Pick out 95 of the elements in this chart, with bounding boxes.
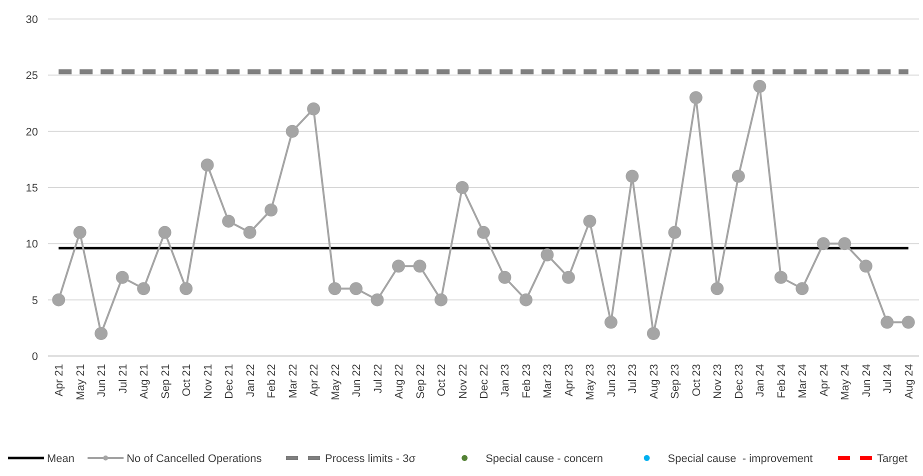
legend-label: Mean [47,453,75,465]
point [902,316,915,329]
x-tick-label: Mar 24 [797,364,810,398]
x-tick-label: Feb 23 [520,364,533,398]
point [94,327,108,340]
x-tick-label: May 23 [584,364,597,400]
x-tick-label: Jan 22 [244,364,257,398]
x-tick-label: Feb 22 [266,364,278,398]
y-tick-label: 10 [26,238,38,251]
x-tick-label: Jan 23 [500,364,512,398]
point [646,327,660,340]
point [880,316,894,329]
x-tick-label: Aug 22 [394,364,406,399]
x-tick-label: Jan 24 [754,364,767,398]
point [838,237,852,250]
point [158,226,172,239]
x-tick-label: Jun 22 [351,364,364,398]
x-tick-label: Aug 24 [903,364,916,399]
point [307,102,320,116]
x-tick-label: Apr 22 [308,364,321,396]
point [243,226,256,239]
point [328,282,342,296]
point [562,270,575,284]
x-tick-label: May 24 [840,364,852,400]
x-tick-label: Jun 23 [606,364,618,398]
x-tick-label: Jul 23 [627,364,640,394]
point [626,170,639,183]
x-tick-label: Mar 22 [287,364,300,398]
legend-label: Process limits - 3σ [325,453,416,465]
legend-label: Special cause - improvement [668,453,813,465]
legend-label: No of Cancelled Operations [126,453,262,465]
x-tick-label: Dec 21 [224,364,236,399]
x-tick-label: Jun 24 [860,364,873,398]
point [370,293,384,306]
point [286,124,299,138]
x-tick-label: Sep 22 [414,364,427,399]
x-tick-label: Sep 21 [160,364,172,399]
point [52,293,66,306]
y-tick-label: 25 [26,70,38,82]
point [498,270,512,284]
y-tick-label: 5 [32,294,38,307]
x-tick-label: Dec 22 [478,364,490,399]
x-tick-label: Jul 21 [117,364,130,394]
point [116,270,129,284]
x-tick-label: Aug 21 [138,364,151,399]
x-tick-label: Aug 23 [648,364,660,399]
point [583,214,596,228]
x-tick-label: Mar 23 [542,364,554,398]
x-tick-label: Apr 21 [54,364,66,396]
x-tick-label: Nov 23 [712,364,724,399]
legend-label: Special cause - concern [486,453,604,465]
y-tick-label: 20 [26,126,38,138]
x-tick-label: Dec 23 [733,364,746,399]
point [668,226,682,239]
x-tick-label: Jul 22 [372,364,384,394]
x-tick-label: May 21 [74,364,87,400]
x-tick-label: May 22 [330,364,342,400]
point [477,226,490,239]
point [413,260,426,273]
y-tick-label: 0 [32,351,38,363]
x-tick-label: Oct 21 [181,364,194,396]
point [264,203,278,216]
x-tick-label: Jul 24 [882,364,894,394]
y-tick-label: 30 [26,14,38,26]
x-tick-label: Nov 21 [202,364,214,399]
point [137,282,150,296]
point [710,282,724,296]
x-tick-label: Apr 24 [818,364,830,396]
point [753,80,766,93]
point [774,270,788,284]
point [392,260,406,273]
point [350,282,363,296]
point [73,226,86,239]
point [796,282,809,296]
point [732,170,745,183]
point [222,214,236,228]
point [816,237,830,250]
x-tick-label: Jun 21 [96,364,108,398]
point [604,316,618,329]
x-tick-label: Oct 23 [690,364,703,396]
legend-label: Target [877,453,908,465]
x-tick-label: Sep 23 [670,364,682,399]
point [200,158,214,172]
point [180,282,193,296]
x-tick-label: Oct 22 [436,364,448,396]
point [434,293,448,306]
point [519,293,532,306]
x-tick-label: Nov 22 [457,364,470,399]
point [456,181,469,194]
y-tick-label: 15 [26,182,38,194]
point [689,91,702,104]
x-tick-label: Apr 23 [563,364,576,396]
point [859,260,872,273]
point [540,248,554,262]
x-tick-label: Feb 24 [776,364,788,398]
